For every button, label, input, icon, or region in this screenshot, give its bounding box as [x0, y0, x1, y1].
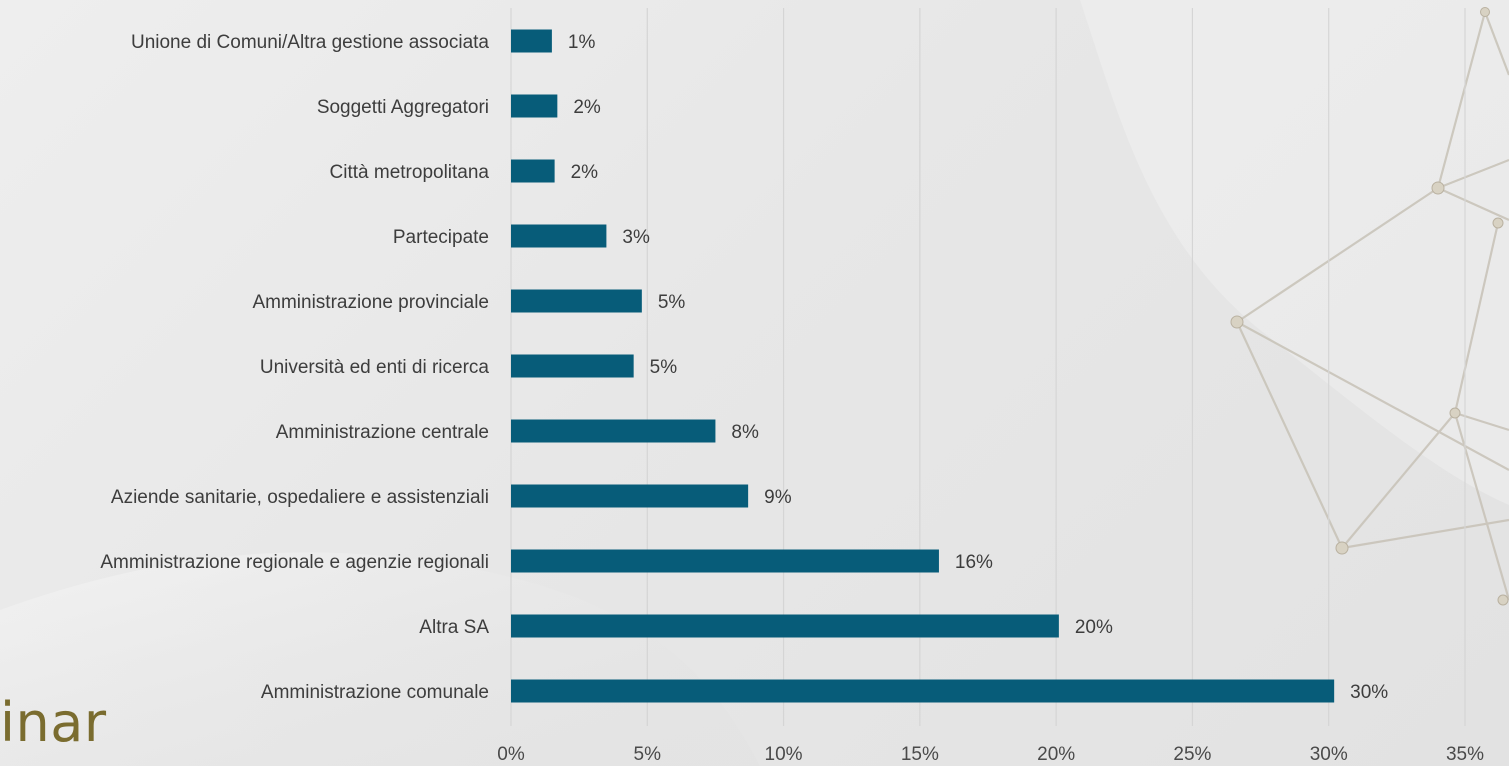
category-label: Partecipate [393, 227, 489, 248]
x-tick-label: 30% [1310, 744, 1348, 765]
data-label: 9% [764, 487, 792, 508]
x-tick-label: 0% [497, 744, 525, 765]
slide-title-fragment: inar [0, 691, 107, 754]
data-label: 1% [568, 32, 596, 53]
data-label: 30% [1350, 682, 1388, 703]
bar [511, 289, 642, 313]
x-tick-label: 5% [634, 744, 662, 765]
category-label: Amministrazione provinciale [252, 292, 489, 313]
bar [511, 484, 749, 508]
data-label: 5% [658, 292, 686, 313]
data-label: 20% [1075, 617, 1113, 638]
category-label: Città metropolitana [330, 162, 490, 183]
data-label: 3% [622, 227, 650, 248]
bar [511, 94, 558, 118]
data-label: 8% [731, 422, 759, 443]
category-label: Amministrazione comunale [261, 682, 489, 703]
value-labels: 1% 2% 2% 3% 5% 5% 8% 9% 16% 20% 30% [568, 32, 1388, 703]
bar [511, 549, 939, 573]
x-tick-label: 25% [1173, 744, 1211, 765]
bar [511, 354, 634, 378]
data-label: 2% [571, 162, 599, 183]
bar [511, 614, 1059, 638]
category-label: Soggetti Aggregatori [317, 97, 489, 118]
bar [511, 29, 552, 53]
category-label: Unione di Comuni/Altra gestione associat… [131, 32, 489, 53]
bar [511, 224, 607, 248]
category-label: Altra SA [419, 617, 489, 638]
bars [511, 29, 1335, 703]
data-label: 16% [955, 552, 993, 573]
x-tick-label: 10% [765, 744, 803, 765]
category-label: Università ed enti di ricerca [260, 357, 490, 378]
bar [511, 679, 1335, 703]
bar [511, 419, 716, 443]
category-label: Amministrazione regionale e agenzie regi… [100, 552, 489, 573]
data-label: 2% [573, 97, 601, 118]
category-label: Aziende sanitarie, ospedaliere e assiste… [111, 487, 489, 508]
x-tick-label: 15% [901, 744, 939, 765]
x-tick-label: 35% [1446, 744, 1484, 765]
category-label: Amministrazione centrale [276, 422, 489, 443]
bar [511, 159, 555, 183]
x-tick-labels: 0% 5% 10% 15% 20% 25% 30% 35% [497, 744, 1484, 765]
x-tick-label: 20% [1037, 744, 1075, 765]
data-label: 5% [650, 357, 678, 378]
category-labels: Unione di Comuni/Altra gestione associat… [100, 32, 489, 703]
